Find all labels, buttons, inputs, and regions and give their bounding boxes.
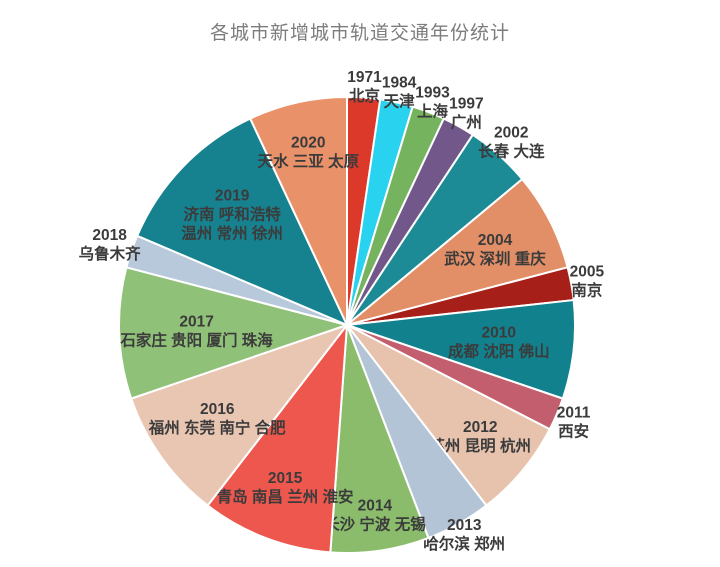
- pie-label-2016: 2016 福州 东莞 南宁 合肥: [148, 401, 286, 437]
- pie-slice-2019: [136, 117, 348, 326]
- pie-label-2004: 2004 武汉 深圳 重庆: [444, 232, 546, 268]
- pie-label-2010: 2010 成都 沈阳 佛山: [448, 325, 550, 361]
- pie-slice-2015: [206, 324, 348, 554]
- pie-label-1971: 1971 北京: [347, 69, 382, 105]
- pie-label-2015: 2015 青岛 南昌 兰州 淮安: [217, 470, 354, 506]
- pie-label-2014: 2014 长沙 宁波 无锡: [324, 498, 426, 534]
- pie-label-2012: 2012 苏州 昆明 杭州: [429, 419, 531, 455]
- pie-label-1984: 1984 天津: [382, 74, 417, 110]
- pie-slice-2016: [130, 324, 348, 507]
- pie-label-2005: 2005 南京: [570, 264, 605, 300]
- pie-label-1993: 1993 上海: [415, 84, 450, 120]
- pie-label-2017: 2017 石家庄 贵阳 厦门 珠海: [119, 314, 273, 350]
- pie-label-1997: 1997 广州: [449, 95, 483, 131]
- pie-label-2013: 2013 哈尔滨 郑州: [423, 517, 505, 553]
- pie-label-2002: 2002 长春 大连: [478, 125, 545, 161]
- pie-slice-2017: [118, 266, 348, 400]
- pie-label-2018: 2018 乌鲁木齐: [79, 227, 142, 263]
- pie-label-2020: 2020 天水 三亚 太原: [257, 134, 359, 170]
- pie-label-2011: 2011 西安: [557, 404, 591, 440]
- pie-slice-2020: [249, 96, 348, 326]
- chart-title: 各城市新增城市轨道交通年份统计: [209, 23, 510, 44]
- pie-label-2019: 2019 济南 呼和浩特温州 常州 徐州: [181, 188, 283, 243]
